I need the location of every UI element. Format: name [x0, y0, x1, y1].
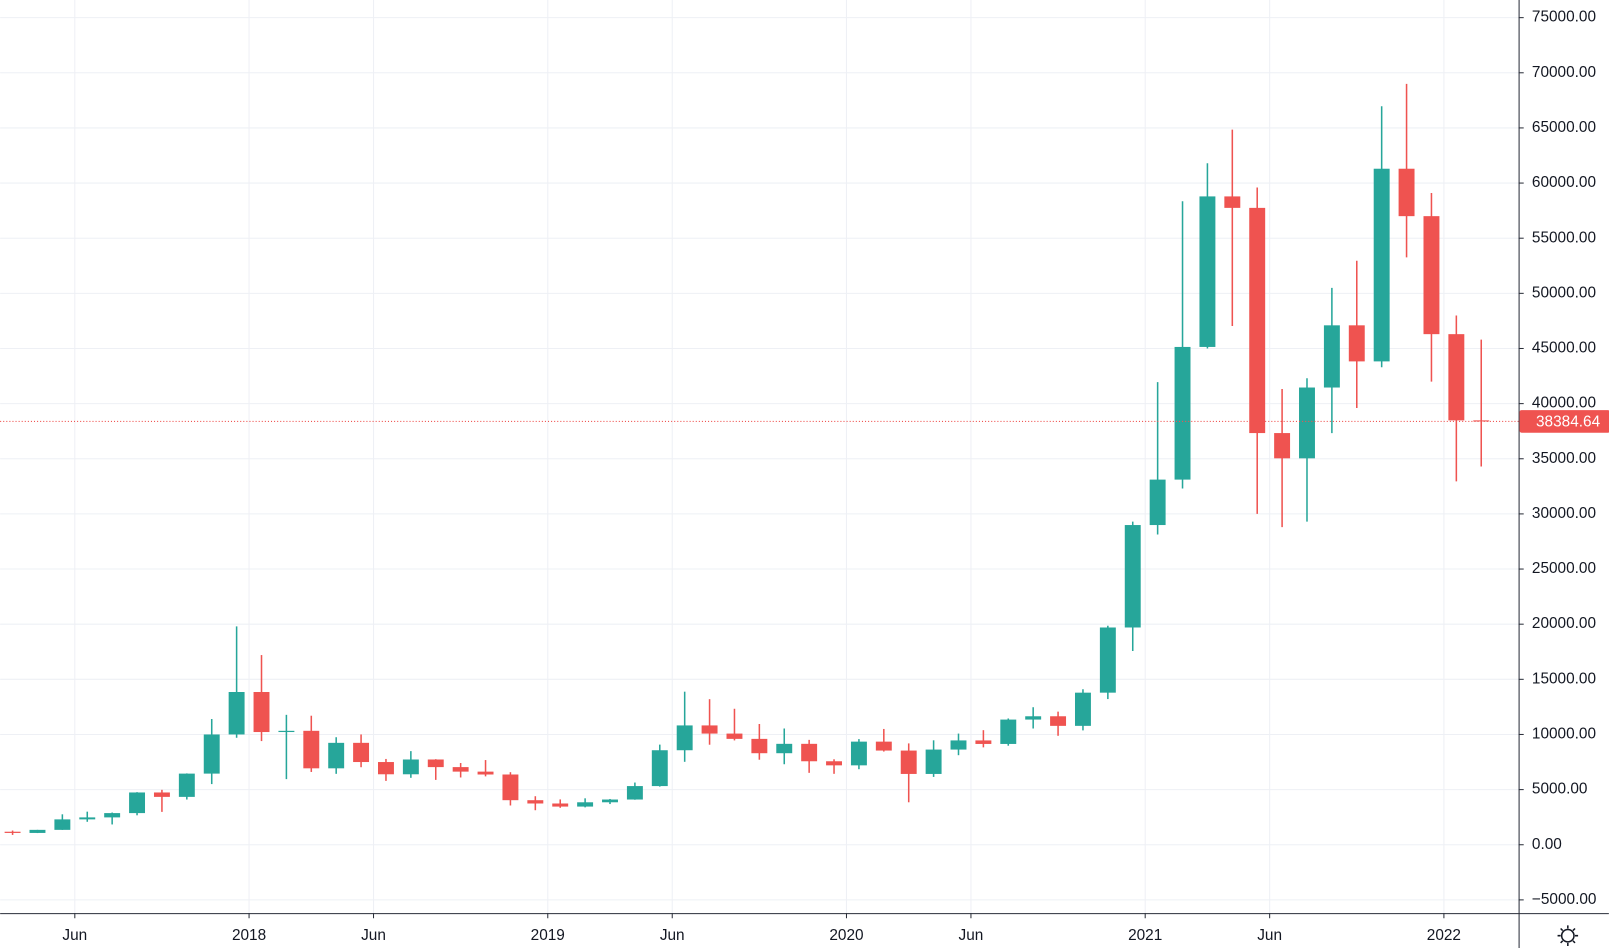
candle-body: [1373, 168, 1390, 362]
candle-body: [29, 829, 46, 833]
candle-body: [452, 767, 469, 772]
candle-body: [378, 762, 394, 775]
y-tick-label: 75000.00: [1532, 9, 1596, 26]
candle-body: [552, 803, 569, 807]
candle-body: [850, 741, 867, 766]
candle-body: [900, 750, 917, 774]
y-tick-label: −5000.00: [1532, 891, 1597, 908]
x-tick-label: Jun: [959, 927, 984, 944]
candle-body: [925, 749, 942, 774]
candle-body: [477, 771, 494, 775]
candle-body: [153, 792, 170, 797]
y-tick-label: 5000.00: [1532, 781, 1588, 798]
y-tick-label: 10000.00: [1532, 726, 1596, 743]
x-tick-label: Jun: [1257, 927, 1282, 944]
y-tick-label: 40000.00: [1532, 395, 1596, 412]
candle-body: [79, 817, 96, 820]
candle-body: [4, 831, 21, 833]
x-tick-label: Jun: [660, 927, 685, 944]
candle-body: [54, 819, 71, 830]
candle-body: [527, 800, 544, 804]
candle-body: [278, 730, 295, 733]
y-tick-label: 55000.00: [1532, 229, 1596, 246]
candle-body: [801, 743, 818, 762]
candle-body: [178, 773, 195, 797]
last-price-box: [1519, 410, 1609, 433]
candle-body: [104, 813, 121, 818]
candle-body: [1249, 207, 1266, 434]
candle-body: [701, 725, 718, 734]
grid: [0, 0, 1519, 914]
candle-body: [253, 692, 270, 733]
x-tick-label: Jun: [62, 927, 87, 944]
axis-labels: −5000.00 0.00 5000.00 10000.00 15000.00 20000…: [62, 9, 1609, 944]
candle-body: [1000, 719, 1017, 744]
candle-body: [875, 741, 892, 751]
candle-body: [1099, 627, 1116, 693]
candle-body: [1174, 346, 1191, 480]
candle-body: [676, 725, 693, 751]
candle-body: [1050, 716, 1067, 726]
y-tick-label: 30000.00: [1532, 505, 1596, 522]
x-tick-label: 2020: [829, 927, 863, 944]
candle-body: [651, 750, 668, 787]
y-tick-label: 70000.00: [1532, 64, 1596, 81]
y-tick-label: 50000.00: [1532, 284, 1596, 301]
candle-body: [776, 743, 793, 754]
y-tick-label: 60000.00: [1532, 174, 1596, 191]
x-tick-label: 2018: [232, 927, 266, 944]
candle-body: [1348, 325, 1365, 362]
candle-body: [303, 730, 320, 769]
y-tick-label: 0.00: [1532, 836, 1562, 853]
candle-body: [228, 692, 245, 735]
candle-body: [203, 734, 220, 774]
candle-body: [1025, 716, 1042, 720]
candle-body: [1323, 325, 1340, 388]
candle-body: [1448, 334, 1465, 421]
candle-body: [1149, 479, 1166, 526]
candle-body: [427, 759, 444, 768]
candle-body: [1074, 692, 1091, 726]
y-tick-label: 45000.00: [1532, 340, 1596, 357]
candle-body: [502, 774, 519, 801]
candle-body: [975, 740, 992, 744]
x-tick-label: 2019: [531, 927, 565, 944]
candle-body: [726, 733, 743, 739]
candle-body: [1224, 196, 1241, 208]
candle-body: [1274, 433, 1291, 459]
last-price-label: 38384.64: [1536, 414, 1601, 431]
plot: [0, 83, 1519, 835]
candle-body: [1124, 525, 1141, 628]
candle-body: [577, 802, 594, 807]
candle-body: [402, 759, 419, 775]
x-tick-label: 2022: [1427, 927, 1461, 944]
candle-body: [1398, 168, 1415, 217]
y-tick-label: 20000.00: [1532, 615, 1596, 632]
candle-body: [1299, 387, 1315, 459]
candle-body: [602, 799, 618, 803]
y-tick-label: 35000.00: [1532, 450, 1596, 467]
y-tick-label: 25000.00: [1532, 560, 1596, 577]
candle-body: [1423, 216, 1440, 335]
x-tick-label: 2021: [1128, 927, 1162, 944]
candle-body: [129, 792, 146, 814]
y-tick-label: 15000.00: [1532, 670, 1596, 687]
candle-body: [826, 761, 843, 766]
candle-body: [328, 742, 345, 769]
candle-body: [1473, 420, 1490, 422]
candle-body: [950, 740, 967, 750]
x-tick-label: Jun: [361, 927, 386, 944]
candle-body: [751, 738, 768, 754]
candle-body: [626, 786, 643, 800]
y-tick-label: 65000.00: [1532, 119, 1596, 136]
candle-body: [353, 742, 370, 763]
settings-icon[interactable]: [1557, 925, 1579, 946]
candle-body: [1199, 196, 1216, 347]
